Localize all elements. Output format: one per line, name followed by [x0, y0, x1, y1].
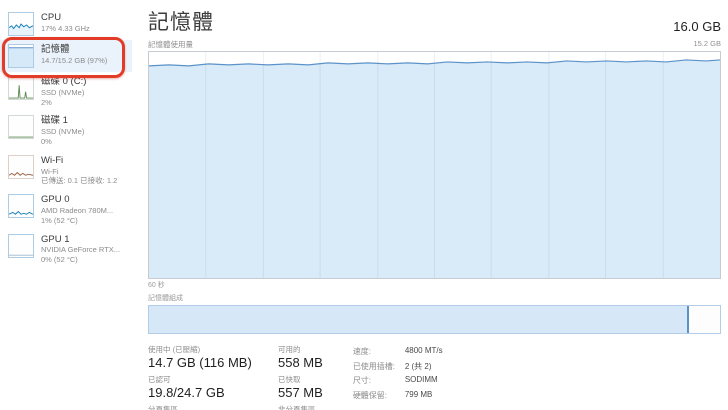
memory-in-use-segment — [149, 306, 689, 333]
memory-composition-bar[interactable] — [148, 305, 721, 334]
cached-value: 557 MB — [278, 384, 323, 400]
sidebar-wifi-name: Wi-Fi — [41, 166, 59, 176]
sidebar-wifi-title: Wi-Fi — [41, 154, 64, 166]
sidebar-wifi-stats: 已傳送: 0.1 已接收: 1.2 — [41, 176, 118, 186]
gpu0-mini-graph — [8, 194, 34, 219]
usage-chart-label: 記憶體使用量 — [148, 40, 193, 49]
performance-sidebar: CPU 17% 4.33 GHz 記憶體 14.7/15.2 GB (97%) — [0, 0, 132, 410]
memory-detail-panel: 記憶體 16.0 GB 記憶體使用量 15.2 GB 60 秒 — [132, 0, 728, 410]
committed-label: 已認可 — [148, 375, 171, 384]
disk1-mini-graph — [8, 115, 34, 140]
memory-stats-right: 速度: 4800 MT/s 已使用插槽: 2 (共 2) 尺寸: SODIMM … — [353, 345, 443, 410]
memory-stats-left: 使用中 (已壓縮) 14.7 GB (116 MB) 可用的 558 MB 已認… — [148, 345, 323, 410]
sidebar-item-gpu1[interactable]: GPU 1 NVIDIA GeForce RTX... 0% (52 °C) — [0, 230, 132, 269]
sidebar-memory-title: 記憶體 — [41, 44, 70, 55]
sidebar-disk1-stats: 0% — [41, 137, 52, 146]
sidebar-cpu-title: CPU — [41, 12, 62, 23]
time-axis-label: 60 秒 — [148, 282, 165, 289]
non-paged-pool-label: 非分頁集區 — [278, 405, 316, 410]
form-factor-label: 尺寸: — [352, 376, 372, 385]
disk0-mini-graph — [8, 76, 34, 100]
sidebar-cpu-stats: 17% 4.33 GHz — [41, 23, 90, 33]
in-use-label: 使用中 (已壓縮) — [148, 345, 201, 354]
sidebar-disk0-type: SSD (NVMe) — [41, 87, 85, 97]
cpu-mini-graph — [8, 12, 34, 36]
sidebar-gpu0-title: GPU 0 — [41, 194, 70, 206]
sidebar-memory-stats: 14.7/15.2 GB (97%) — [41, 55, 108, 65]
sidebar-gpu1-title: GPU 1 — [41, 233, 70, 245]
memory-mini-graph — [8, 44, 34, 68]
slots-used-label: 已使用插槽: — [352, 361, 396, 371]
sidebar-item-cpu[interactable]: CPU 17% 4.33 GHz — [0, 8, 132, 40]
cached-label: 已快取 — [278, 375, 301, 384]
total-memory-label: 16.0 GB — [673, 19, 721, 34]
page-title: 記憶體 — [148, 11, 214, 34]
sidebar-item-wifi[interactable]: Wi-Fi Wi-Fi 已傳送: 0.1 已接收: 1.2 — [0, 151, 132, 190]
form-factor-value: SODIMM — [404, 375, 438, 384]
speed-value: 4800 MT/s — [404, 346, 443, 355]
sidebar-gpu0-stats: 1% (52 °C) — [41, 215, 78, 225]
usage-chart-max-label: 15.2 GB — [693, 39, 721, 48]
sidebar-disk1-type: SSD (NVMe) — [41, 127, 85, 137]
hardware-reserved-value: 799 MB — [404, 389, 433, 399]
sidebar-disk0-stats: 2% — [41, 97, 52, 107]
composition-label: 記憶體組成 — [148, 295, 183, 302]
in-use-value: 14.7 GB (116 MB) — [148, 354, 252, 370]
sidebar-gpu0-name: AMD Radeon 780M... — [41, 206, 114, 215]
available-value: 558 MB — [278, 354, 323, 370]
speed-label: 速度: — [352, 347, 372, 356]
slots-used-value: 2 (共 2) — [404, 361, 432, 371]
sidebar-gpu1-stats: 0% (52 °C) — [41, 255, 78, 265]
available-label: 可用的 — [278, 345, 301, 354]
sidebar-disk0-title: 磁碟 0 (C:) — [41, 76, 87, 87]
hardware-reserved-label: 硬體保留: — [352, 390, 388, 400]
sidebar-disk1-title: 磁碟 1 — [41, 115, 68, 127]
gpu1-mini-graph — [8, 233, 34, 258]
memory-usage-area — [149, 59, 720, 278]
sidebar-item-gpu0[interactable]: GPU 0 AMD Radeon 780M... 1% (52 °C) — [0, 190, 132, 229]
sidebar-item-disk1[interactable]: 磁碟 1 SSD (NVMe) 0% — [0, 111, 132, 150]
committed-value: 19.8/24.7 GB — [148, 384, 225, 400]
paged-pool-label: 分頁集區 — [148, 405, 178, 410]
sidebar-gpu1-name: NVIDIA GeForce RTX... — [41, 245, 121, 255]
wifi-mini-graph — [8, 154, 34, 179]
sidebar-item-memory[interactable]: 記憶體 14.7/15.2 GB (97%) — [0, 40, 132, 72]
sidebar-item-disk0[interactable]: 磁碟 0 (C:) SSD (NVMe) 2% — [0, 72, 132, 111]
memory-usage-line — [149, 59, 720, 67]
memory-usage-chart — [148, 51, 721, 279]
